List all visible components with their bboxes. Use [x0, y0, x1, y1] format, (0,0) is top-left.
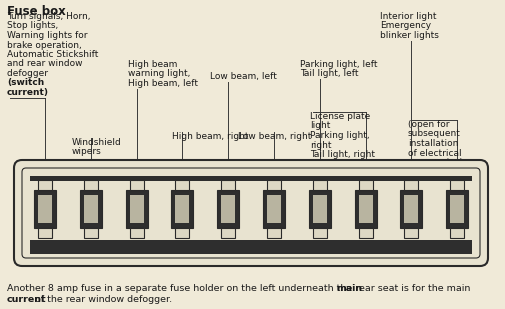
- Text: High beam, left: High beam, left: [128, 79, 198, 88]
- Bar: [84, 180, 97, 190]
- Text: Interior light: Interior light: [380, 12, 436, 21]
- Text: main: main: [336, 284, 362, 293]
- Bar: [359, 180, 373, 190]
- Text: Windshield: Windshield: [72, 138, 122, 147]
- Bar: [38, 228, 52, 238]
- Bar: [313, 195, 327, 223]
- Bar: [175, 195, 189, 223]
- Bar: [450, 228, 464, 238]
- Bar: [129, 195, 143, 223]
- Bar: [450, 180, 464, 190]
- Bar: [175, 180, 189, 190]
- Bar: [171, 190, 193, 228]
- Text: High beam, right: High beam, right: [172, 132, 248, 141]
- Bar: [30, 176, 472, 181]
- Bar: [359, 228, 373, 238]
- Text: defogger: defogger: [7, 69, 51, 78]
- Text: Stop lights,: Stop lights,: [7, 22, 58, 31]
- FancyBboxPatch shape: [14, 160, 488, 266]
- Bar: [221, 180, 235, 190]
- Text: Automatic Stickshift: Automatic Stickshift: [7, 50, 98, 59]
- Text: (switch: (switch: [7, 78, 44, 87]
- Bar: [175, 228, 189, 238]
- Text: Low beam, right: Low beam, right: [238, 132, 312, 141]
- Bar: [313, 228, 327, 238]
- Bar: [267, 228, 281, 238]
- Text: Parking light,: Parking light,: [310, 131, 370, 140]
- Bar: [405, 228, 418, 238]
- Bar: [84, 195, 97, 223]
- Text: Tail light, right: Tail light, right: [310, 150, 375, 159]
- Text: brake operation,: brake operation,: [7, 40, 82, 49]
- Bar: [221, 228, 235, 238]
- Text: wipers: wipers: [72, 147, 102, 156]
- Text: installation: installation: [408, 139, 459, 148]
- Text: current): current): [7, 88, 49, 97]
- Bar: [129, 228, 143, 238]
- Bar: [309, 190, 331, 228]
- Bar: [355, 190, 377, 228]
- Bar: [405, 195, 418, 223]
- Bar: [84, 228, 97, 238]
- Text: (open for: (open for: [408, 120, 449, 129]
- Bar: [38, 195, 52, 223]
- Text: Low beam, left: Low beam, left: [210, 72, 277, 81]
- Bar: [221, 195, 235, 223]
- Text: Tail light, left: Tail light, left: [300, 70, 359, 78]
- Bar: [38, 180, 52, 190]
- Text: blinker lights: blinker lights: [380, 31, 439, 40]
- Text: subsequent: subsequent: [408, 129, 461, 138]
- Text: light: light: [310, 121, 330, 130]
- Text: current: current: [7, 294, 46, 303]
- Text: Parking light, left: Parking light, left: [300, 60, 378, 69]
- Text: Emergency: Emergency: [380, 22, 431, 31]
- Text: accessories): accessories): [408, 158, 464, 167]
- Text: License plate: License plate: [310, 112, 370, 121]
- Bar: [267, 195, 281, 223]
- Bar: [313, 180, 327, 190]
- Text: Fuse box: Fuse box: [7, 5, 66, 18]
- Text: Warning lights for: Warning lights for: [7, 31, 87, 40]
- Bar: [359, 195, 373, 223]
- Bar: [450, 195, 464, 223]
- Text: warning light,: warning light,: [128, 70, 190, 78]
- Bar: [405, 180, 418, 190]
- Bar: [34, 190, 56, 228]
- Bar: [126, 190, 147, 228]
- Text: right: right: [310, 141, 331, 150]
- Text: of electrical: of electrical: [408, 149, 462, 158]
- Text: High beam: High beam: [128, 60, 177, 69]
- Text: and rear window: and rear window: [7, 60, 82, 69]
- Bar: [267, 180, 281, 190]
- Text: Another 8 amp fuse in a separate fuse holder on the left underneath the rear sea: Another 8 amp fuse in a separate fuse ho…: [7, 284, 470, 293]
- Bar: [30, 240, 472, 254]
- Bar: [217, 190, 239, 228]
- Bar: [80, 190, 102, 228]
- Text: Turn signals, Horn,: Turn signals, Horn,: [7, 12, 90, 21]
- Bar: [400, 190, 422, 228]
- Text: of the rear window defogger.: of the rear window defogger.: [32, 294, 172, 303]
- Bar: [129, 180, 143, 190]
- Bar: [446, 190, 468, 228]
- Bar: [263, 190, 285, 228]
